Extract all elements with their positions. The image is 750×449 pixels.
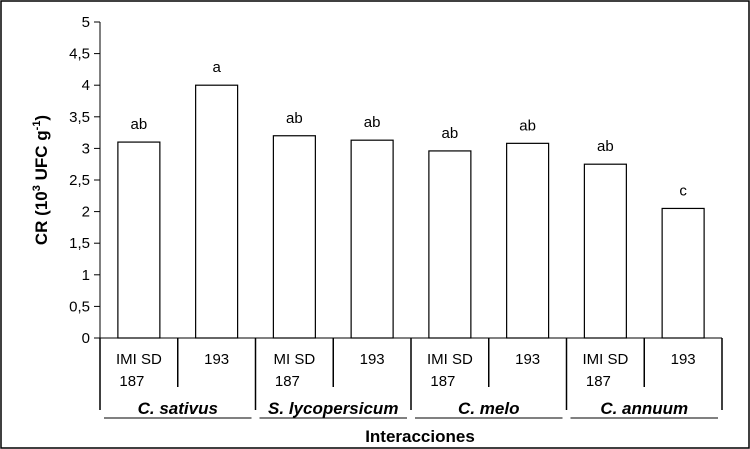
bar (195, 84, 239, 339)
category-label: MI SD (274, 351, 316, 368)
y-tick-label: 4,5 (69, 46, 90, 63)
category-label-line2: 187 (119, 373, 144, 390)
bar (583, 163, 627, 339)
category-label: 193 (671, 351, 696, 368)
group-label: C. sativus (138, 399, 218, 418)
y-axis-title: CR (103 UFC g-1) (31, 115, 51, 245)
category-label-line2: 187 (430, 373, 455, 390)
category-label: IMI SD (116, 351, 162, 368)
bar (506, 142, 550, 339)
y-tick-label: 4 (82, 77, 90, 94)
bar-significance-label: ab (364, 114, 381, 131)
bar-significance-label: ab (597, 138, 614, 155)
category-label: 193 (204, 351, 229, 368)
group-label: C. annuum (600, 399, 688, 418)
bar (272, 135, 316, 339)
y-tick-label: 3 (82, 140, 90, 157)
y-tick-label: 1,5 (69, 235, 90, 252)
bar-significance-label: c (679, 182, 687, 199)
y-tick-label: 0,5 (69, 298, 90, 315)
y-tick-label: 2,5 (69, 172, 90, 189)
bar-significance-label: a (212, 59, 221, 76)
y-tick-label: 3,5 (69, 109, 90, 126)
category-label-line2: 187 (586, 373, 611, 390)
x-axis-title: Interacciones (365, 427, 475, 446)
bar (661, 207, 705, 339)
category-label: IMI SD (427, 351, 473, 368)
category-label-line2: 187 (275, 373, 300, 390)
y-tick-label: 1 (82, 267, 90, 284)
y-tick-label: 0 (82, 330, 90, 347)
bar (117, 141, 161, 339)
y-tick-label: 5 (82, 14, 90, 31)
bar (350, 139, 394, 339)
bar (428, 150, 472, 339)
category-label: IMI SD (582, 351, 628, 368)
bar-significance-label: ab (519, 117, 536, 134)
group-label: S. lycopersicum (268, 399, 398, 418)
y-tick-label: 2 (82, 204, 90, 221)
bar-significance-label: ab (442, 125, 459, 142)
category-label: 193 (360, 351, 385, 368)
category-label: 193 (515, 351, 540, 368)
bar-significance-label: ab (286, 110, 303, 127)
bar-significance-label: ab (131, 116, 148, 133)
group-label: C. melo (458, 399, 519, 418)
